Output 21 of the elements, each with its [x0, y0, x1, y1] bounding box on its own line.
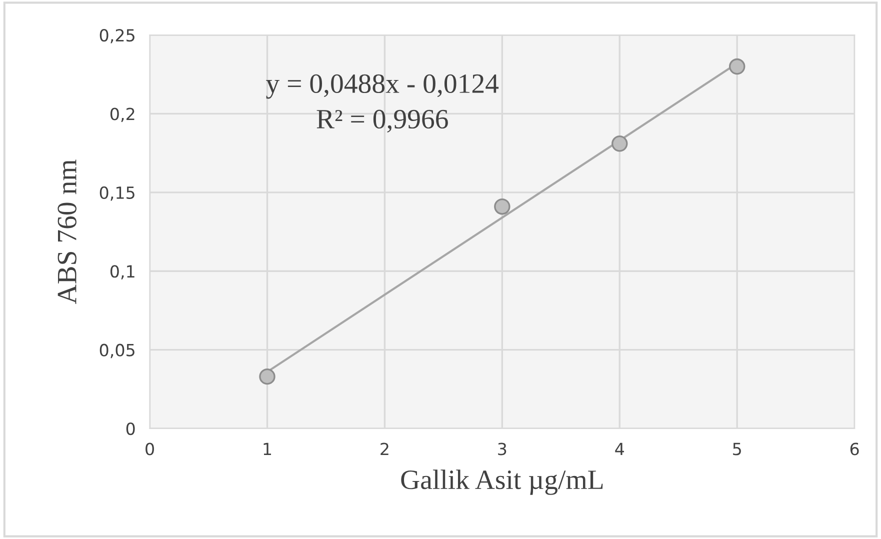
y-tick-label: 0,2	[110, 108, 134, 122]
y-tick-label: 0	[126, 422, 135, 436]
x-tick-label: 5	[733, 442, 741, 456]
point	[728, 58, 746, 75]
y-axis-title: ABS 760 nm	[58, 160, 76, 304]
annotation: y = 0,0488x - 0,0124	[266, 74, 499, 99]
x-axis-title: Gallik Asit µg/mL	[401, 470, 603, 495]
x-tick-label: 1	[264, 442, 271, 456]
point	[612, 136, 628, 152]
y-tick-label: 0,15	[100, 186, 134, 201]
x-tick-label: 2	[380, 442, 388, 456]
point	[259, 368, 276, 385]
point	[494, 198, 510, 215]
x-tick-label: 0	[146, 442, 154, 456]
x-tick-label: 3	[498, 442, 506, 456]
y-tick-label: 0,25	[100, 28, 134, 44]
x-tick-label: 4	[615, 442, 624, 456]
y-tick-label: 0,05	[100, 344, 134, 358]
x-tick-label: 6	[850, 442, 859, 456]
y-tick-label: 0,1	[110, 265, 134, 280]
annotation: R² = 0,9966	[316, 110, 448, 133]
